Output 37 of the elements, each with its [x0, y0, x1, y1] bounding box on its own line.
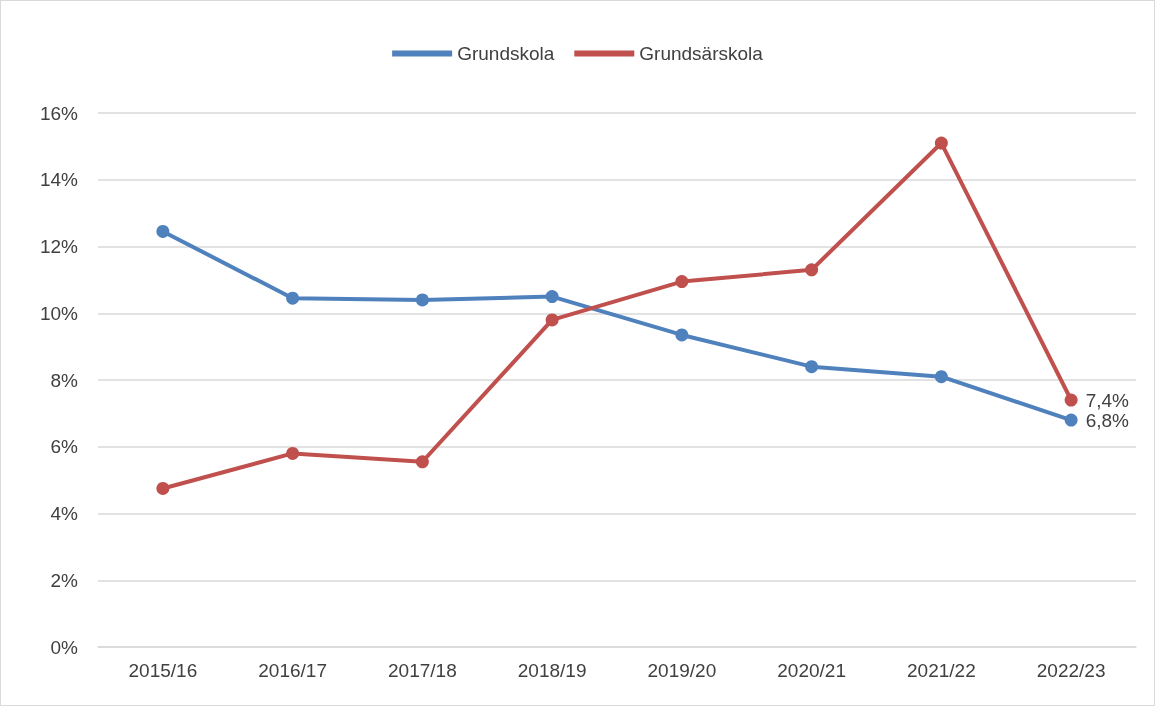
point [415, 455, 429, 469]
x-tick-label: 2016/17 [258, 660, 327, 681]
data-label: 7,4% [1085, 389, 1130, 411]
x-tick-label: 2022/23 [1036, 660, 1106, 681]
data-label: 6,8% [1085, 409, 1130, 431]
point [934, 136, 948, 150]
x-tick-label: 2015/16 [128, 660, 198, 681]
x-tick-label: 2017/18 [388, 660, 457, 681]
x-tick-label: 2020/21 [777, 660, 846, 681]
x-tick-label: 2019/20 [647, 660, 717, 681]
legend-label: Grundskola [457, 43, 555, 64]
point [1064, 413, 1078, 427]
legend-label: Grundsärskola [639, 43, 764, 64]
point [675, 328, 689, 342]
y-tick-label: 6% [50, 436, 79, 458]
y-tick-label: 4% [50, 503, 79, 524]
point [805, 360, 819, 374]
point [286, 446, 300, 460]
point [934, 370, 948, 384]
point [1064, 393, 1078, 407]
y-tick-label: 0% [50, 636, 79, 658]
x-tick-label: 2018/19 [517, 660, 587, 681]
point [156, 481, 170, 495]
point [156, 224, 170, 238]
y-tick-label: 14% [39, 169, 79, 191]
y-tick-label: 8% [50, 369, 79, 391]
point [545, 290, 559, 304]
point [286, 291, 300, 305]
point [415, 293, 429, 307]
point [545, 313, 559, 327]
point [805, 263, 819, 277]
point [675, 275, 689, 289]
y-tick-label: 16% [39, 102, 79, 124]
y-tick-label: 12% [39, 236, 79, 257]
x-tick-label: 2021/22 [907, 660, 976, 681]
y-tick-label: 2% [50, 569, 79, 591]
y-tick-label: 10% [39, 302, 79, 324]
